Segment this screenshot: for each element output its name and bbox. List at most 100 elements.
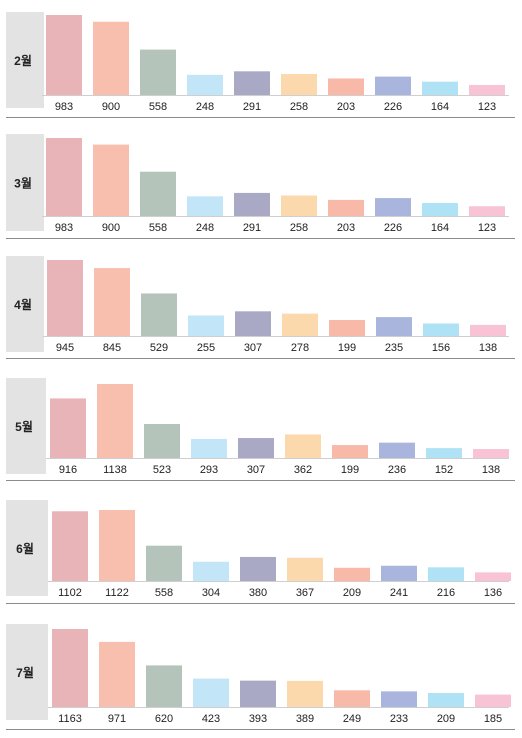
bar: [329, 319, 365, 336]
bar-value-label: 367: [296, 587, 314, 599]
bar: [328, 199, 364, 216]
bar: [187, 196, 223, 216]
bar-value-label: 307: [244, 342, 262, 354]
bar: [469, 206, 505, 216]
bar-value-label: 226: [384, 222, 402, 234]
bar: [473, 449, 509, 458]
bar-value-label: 916: [59, 464, 77, 476]
bar-value-label: 185: [484, 713, 502, 725]
bar-value-label: 123: [478, 222, 496, 234]
bar-value-label: 226: [384, 101, 402, 113]
bar-value-label: 362: [294, 464, 312, 476]
bar: [475, 572, 511, 581]
bar-value-label: 389: [296, 713, 314, 725]
bar: [281, 74, 317, 95]
bar-value-label: 249: [343, 713, 361, 725]
bar: [334, 690, 370, 707]
bar: [328, 78, 364, 95]
bar-value-label: 971: [108, 713, 126, 725]
month-label-panel: [6, 134, 44, 231]
bar: [141, 293, 177, 336]
month-label: 7월: [16, 665, 34, 680]
bar: [234, 192, 270, 216]
bar-value-label: 199: [338, 342, 356, 354]
bar-value-label: 523: [153, 464, 171, 476]
bar: [146, 545, 182, 581]
bar: [140, 171, 176, 216]
bar-value-label: 209: [343, 587, 361, 599]
month-chart-5: 6월 1102 1122 558 304 380 367 209 241 216 136: [6, 500, 515, 604]
bar: [193, 678, 229, 707]
bar: [470, 324, 506, 336]
bar: [191, 438, 227, 458]
bar: [376, 317, 412, 336]
bar-value-label: 138: [482, 464, 500, 476]
bar: [50, 398, 86, 458]
bar-value-label: 900: [102, 222, 120, 234]
bar-value-label: 304: [202, 587, 220, 599]
bar: [282, 313, 318, 336]
bar-value-label: 983: [55, 222, 73, 234]
month-label-panel: [6, 12, 44, 108]
bar: [240, 556, 276, 581]
bar: [240, 680, 276, 707]
bar: [235, 311, 271, 336]
bar: [93, 21, 129, 96]
bar-value-label: 241: [390, 587, 408, 599]
bar: [46, 15, 82, 95]
month-label-panel: [6, 624, 48, 720]
bar-value-label: 845: [103, 342, 121, 354]
bar: [422, 202, 458, 216]
month-chart-3: 4월 945 845 529 255 307 278 199 235 156 138: [6, 256, 515, 359]
bar: [287, 557, 323, 581]
bar-value-label: 258: [290, 101, 308, 113]
bar-value-label: 255: [197, 342, 215, 354]
bar: [422, 81, 458, 95]
bar-value-label: 164: [431, 222, 449, 234]
month-label: 2월: [14, 53, 32, 68]
bar-value-label: 291: [243, 222, 261, 234]
bar-value-label: 291: [243, 101, 261, 113]
bar: [475, 694, 511, 707]
month-label-panel: [6, 256, 44, 352]
bar: [193, 561, 229, 581]
bar-value-label: 1163: [58, 713, 82, 725]
bar: [428, 567, 464, 581]
bar: [146, 665, 182, 707]
bar-value-label: 138: [479, 342, 497, 354]
bar: [99, 510, 135, 581]
bar-value-label: 983: [55, 101, 73, 113]
bar: [285, 434, 321, 458]
bar: [379, 442, 415, 458]
bar-value-label: 529: [150, 342, 168, 354]
bar: [426, 448, 462, 458]
bar-value-label: 199: [341, 464, 359, 476]
bar-value-label: 248: [196, 222, 214, 234]
bar: [423, 323, 459, 336]
bar: [187, 74, 223, 95]
bar-value-label: 123: [478, 101, 496, 113]
bar-value-label: 235: [385, 342, 403, 354]
bar: [234, 71, 270, 95]
bar-value-label: 152: [435, 464, 453, 476]
bar-value-label: 1138: [103, 464, 127, 476]
bar: [375, 76, 411, 95]
bar-value-label: 136: [484, 587, 502, 599]
bar: [52, 629, 88, 707]
bar-value-label: 203: [337, 101, 355, 113]
bar: [469, 84, 505, 95]
bar: [332, 445, 368, 458]
month-label: 6월: [16, 541, 34, 556]
bar: [46, 138, 82, 216]
bar: [381, 691, 417, 707]
month-chart-6: 7월 1163 971 620 423 393 389 249 233 209 185: [6, 624, 515, 730]
bar: [375, 198, 411, 216]
bar: [188, 315, 224, 336]
bar: [99, 641, 135, 707]
bar-value-label: 558: [155, 587, 173, 599]
bar-value-label: 945: [56, 342, 74, 354]
bar-value-label: 380: [249, 587, 267, 599]
bar-value-label: 620: [155, 713, 173, 725]
month-chart-2: 3월 983 900 558 248 291 258 203 226 164 123: [6, 134, 515, 239]
bar-value-label: 293: [200, 464, 218, 476]
